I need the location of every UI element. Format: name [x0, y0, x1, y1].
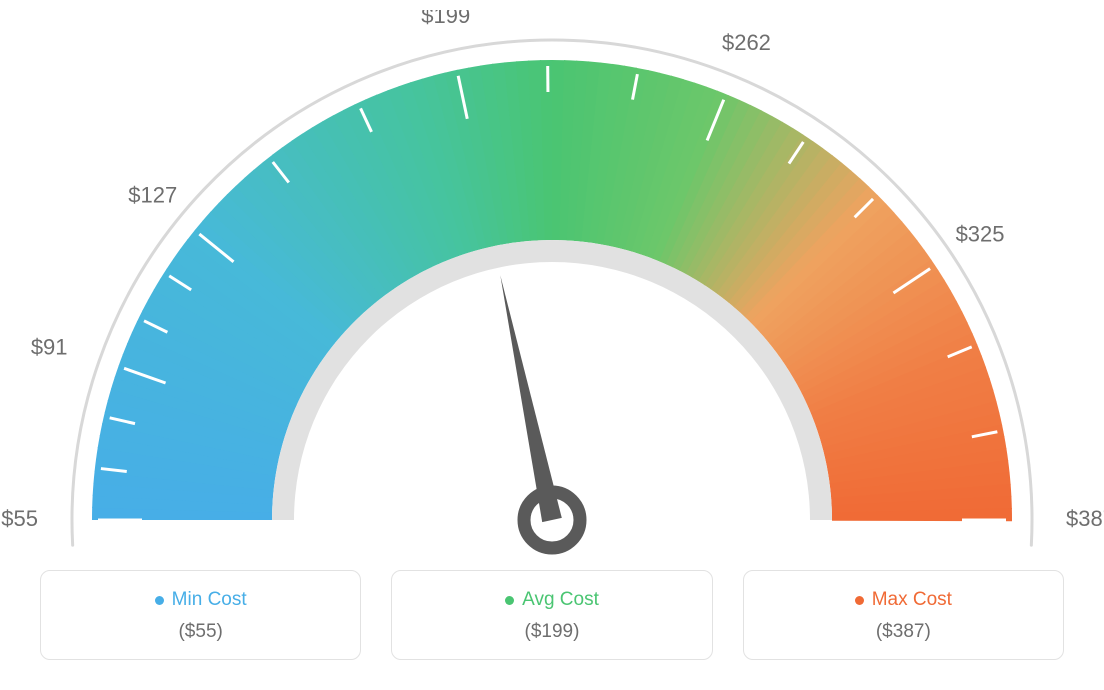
- dot-icon: [505, 596, 514, 605]
- legend-card-min: Min Cost ($55): [40, 570, 361, 660]
- svg-text:$262: $262: [722, 30, 771, 55]
- svg-text:$91: $91: [31, 334, 68, 359]
- svg-text:$325: $325: [956, 221, 1005, 246]
- legend-label: Avg Cost: [522, 589, 599, 611]
- legend-card-avg: Avg Cost ($199): [391, 570, 712, 660]
- legend-title-max: Max Cost: [855, 589, 952, 611]
- legend-value: ($55): [51, 621, 350, 643]
- legend-title-min: Min Cost: [155, 589, 247, 611]
- legend-value: ($387): [754, 621, 1053, 643]
- svg-text:$55: $55: [1, 506, 38, 531]
- dot-icon: [855, 596, 864, 605]
- dot-icon: [155, 596, 164, 605]
- legend-title-avg: Avg Cost: [505, 589, 599, 611]
- legend-label: Max Cost: [872, 589, 952, 611]
- svg-text:$387: $387: [1066, 506, 1104, 531]
- legend-value: ($199): [402, 621, 701, 643]
- gauge-chart: $55 $91 $127 $199 $262 $325 $387: [0, 10, 1104, 570]
- gauge-container: $55 $91 $127 $199 $262 $325 $387: [0, 0, 1104, 560]
- legend-card-max: Max Cost ($387): [743, 570, 1064, 660]
- legend-label: Min Cost: [172, 589, 247, 611]
- svg-text:$127: $127: [128, 182, 177, 207]
- svg-text:$199: $199: [421, 10, 470, 28]
- legend-row: Min Cost ($55) Avg Cost ($199) Max Cost …: [40, 570, 1064, 660]
